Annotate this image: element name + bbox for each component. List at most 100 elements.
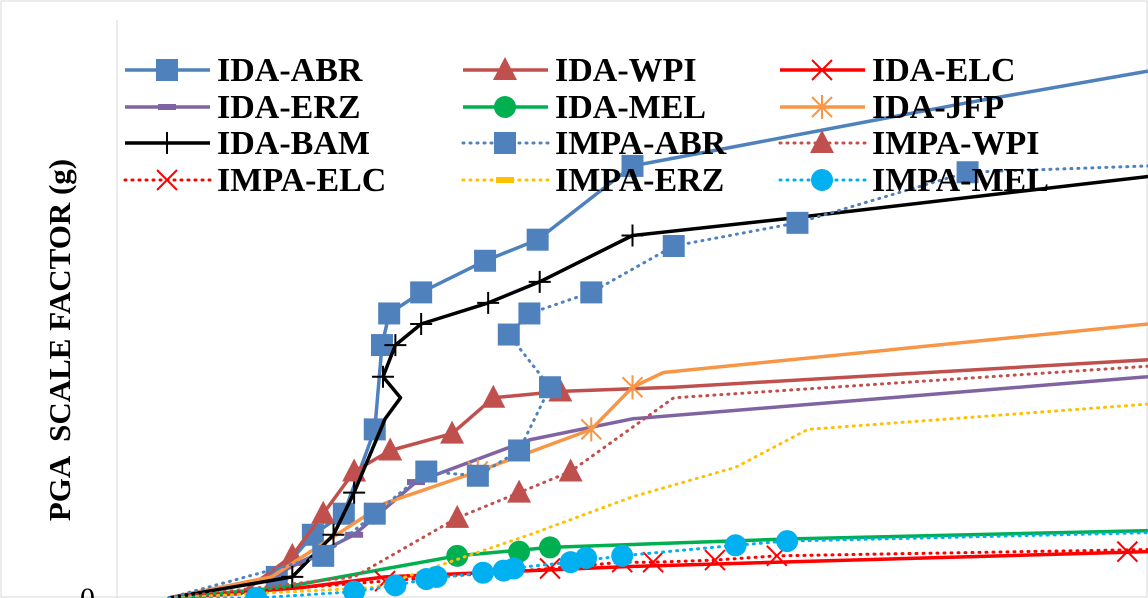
data-point-impa-elc-4	[704, 549, 726, 571]
legend-marker	[810, 130, 834, 153]
data-point-ida-bam-7	[528, 270, 551, 293]
legend-label: IDA-MEL	[555, 89, 706, 126]
data-point-ida-mel-1	[508, 540, 531, 563]
data-point-impa-mel-0	[245, 587, 268, 598]
legend-label: IMPA-ELC	[217, 162, 386, 199]
legend-marker	[811, 169, 833, 191]
data-point-ida-wpi-1	[311, 500, 336, 524]
data-point-ida-bam-8	[621, 224, 644, 247]
data-point-impa-elc-3	[642, 551, 664, 573]
data-point-ida-abr-6	[410, 281, 433, 304]
data-point-ida-mel-2	[539, 536, 562, 559]
legend-marker	[811, 95, 833, 119]
data-point-impa-abr-9	[662, 235, 685, 258]
data-point-impa-wpi-2	[558, 458, 583, 482]
series-line-ida-bam	[168, 174, 1148, 598]
data-point-ida-abr-9	[621, 154, 644, 177]
legend-marker	[811, 59, 833, 81]
legend-label: IDA-WPI	[555, 52, 697, 89]
data-point-ida-wpi-5	[481, 384, 506, 408]
legend-label: IDA-BAM	[217, 125, 370, 162]
legend: IDA-ABR IDA-WPI IDA-ELC IDA-ERZ IDA-MEL IDA-J…	[123, 52, 1049, 199]
data-point-impa-abr-5	[539, 376, 562, 399]
data-point-impa-mel-5	[472, 561, 495, 584]
data-point-impa-abr-0	[312, 544, 335, 567]
legend-marker	[496, 177, 514, 183]
data-point-ida-abr-3	[363, 418, 386, 441]
data-point-impa-elc-6	[1116, 540, 1139, 563]
legend-item-impa-wpi: IMPA-WPI	[778, 125, 1039, 162]
data-point-ida-bam-0	[281, 565, 304, 588]
data-point-impa-abr-6	[497, 323, 520, 346]
series-ida-abr	[168, 69, 1148, 598]
data-point-ida-jfp-1	[580, 417, 602, 442]
legend-label: IMPA-WPI	[872, 125, 1039, 162]
series-ida-mel	[168, 528, 1148, 598]
data-point-ida-wpi-3	[378, 437, 403, 461]
data-point-ida-bam-5	[410, 313, 433, 335]
legend-item-impa-mel: IMPA-MEL	[778, 162, 1049, 199]
data-point-impa-wpi-0	[445, 504, 470, 528]
data-point-impa-abr-1	[363, 502, 386, 525]
data-point-impa-abr-8	[580, 281, 603, 304]
legend-item-ida-elc: IDA-ELC	[780, 52, 1016, 89]
data-point-ida-abr-8	[526, 228, 549, 251]
legend-marker	[156, 132, 178, 154]
data-point-impa-abr-2	[415, 460, 438, 483]
data-point-impa-mel-11	[724, 534, 747, 557]
data-point-ida-abr-7	[474, 249, 497, 272]
data-point-ida-wpi-4	[440, 420, 465, 444]
data-point-impa-mel-4	[425, 565, 448, 588]
legend-marker	[494, 96, 516, 118]
series-layer	[167, 69, 1148, 598]
legend-marker	[156, 169, 178, 191]
legend-marker	[158, 104, 176, 110]
data-point-ida-abr-5	[378, 302, 401, 325]
legend-item-ida-jfp: IDA-JFP	[780, 89, 1004, 126]
legend-item-impa-elc: IMPA-ELC	[123, 162, 386, 199]
data-point-impa-abr-4	[508, 439, 531, 462]
data-point-ida-bam-6	[477, 291, 500, 314]
legend-item-ida-wpi: IDA-WPI	[463, 52, 697, 89]
legend-item-ida-bam: IDA-BAM	[125, 125, 370, 162]
data-point-ida-jfp-2	[621, 375, 644, 400]
legend-label: IDA-JFP	[872, 89, 1004, 126]
legend-label: IDA-ABR	[217, 52, 363, 89]
series-impa-mel	[167, 530, 1148, 598]
y-axis-label: PGA SCALE FACTOR (g)	[42, 158, 77, 522]
legend-label: IDA-ERZ	[217, 89, 361, 126]
data-point-ida-abr-4	[370, 334, 393, 357]
legend-label: IMPA-ERZ	[555, 162, 724, 199]
series-ida-bam	[168, 174, 1148, 598]
data-point-ida-erz-0	[345, 531, 364, 538]
data-point-impa-elc-1	[539, 557, 561, 580]
data-point-impa-wpi-1	[507, 479, 532, 503]
series-impa-wpi	[167, 364, 1148, 598]
data-point-impa-abr-7	[518, 302, 541, 325]
legend-label: IDA-ELC	[872, 52, 1016, 89]
legend-item-impa-erz: IMPA-ERZ	[461, 162, 724, 199]
data-point-impa-mel-9	[575, 546, 598, 569]
series-line-impa-elc	[167, 548, 1148, 598]
legend-item-ida-mel: IDA-MEL	[463, 89, 706, 126]
data-point-ida-bam-1	[322, 523, 345, 546]
data-point-impa-mel-10	[611, 544, 634, 567]
data-point-impa-mel-12	[776, 530, 799, 553]
y-tick-label-0: 0	[80, 582, 95, 598]
data-point-impa-mel-7	[502, 557, 525, 580]
data-point-ida-bam-3	[371, 365, 394, 388]
data-point-impa-abr-3	[466, 464, 489, 487]
data-point-impa-abr-10	[786, 211, 809, 234]
data-point-ida-abr-1	[301, 523, 324, 546]
legend-label: IMPA-MEL	[872, 162, 1049, 199]
data-point-ida-bam-2	[343, 481, 366, 504]
legend-label: IMPA-ABR	[555, 125, 727, 162]
legend-marker	[493, 57, 517, 80]
legend-item-impa-abr: IMPA-ABR	[461, 125, 727, 162]
data-point-impa-mel-1	[343, 580, 366, 598]
legend-item-ida-erz: IDA-ERZ	[125, 89, 361, 126]
data-point-impa-abr-11	[956, 161, 979, 184]
legend-item-ida-abr: IDA-ABR	[125, 52, 363, 89]
data-point-ida-bam-4	[384, 334, 407, 357]
